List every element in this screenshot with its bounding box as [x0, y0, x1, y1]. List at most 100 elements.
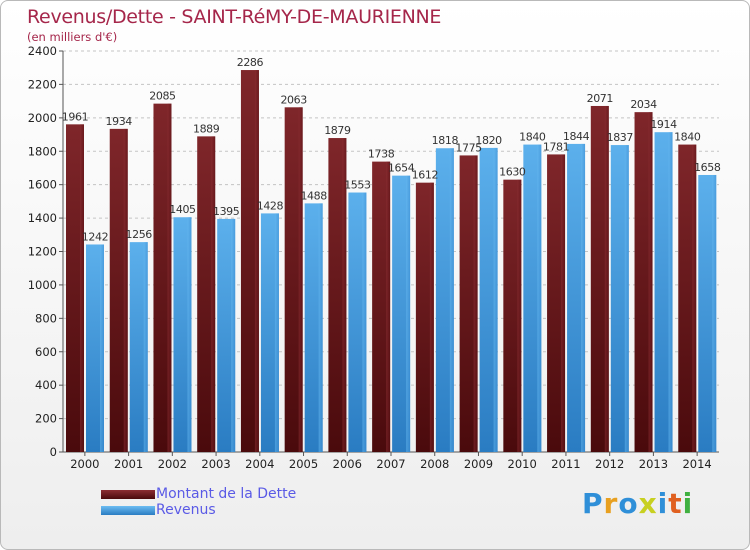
- bar-revenue: [435, 148, 454, 452]
- bar-debt: [328, 138, 347, 452]
- bar-revenue: [654, 132, 673, 452]
- bar-debt-side: [254, 70, 259, 453]
- bar-revenue-side: [493, 147, 498, 453]
- bar-debt: [240, 70, 259, 453]
- y-tick-label: 1000: [28, 278, 57, 292]
- bar-debt: [372, 161, 391, 452]
- data-label-debt: 1889: [193, 122, 220, 135]
- data-label-revenue: 1242: [82, 230, 108, 243]
- bar-revenue: [86, 244, 104, 452]
- bar-debt-side: [386, 161, 391, 452]
- y-tick-label: 600: [35, 345, 57, 359]
- y-tick-label: 400: [35, 378, 57, 392]
- bar-debt-side: [342, 138, 347, 452]
- bar-debt: [197, 136, 216, 452]
- bar-revenue-side: [274, 213, 279, 452]
- data-label-revenue: 1840: [519, 131, 546, 144]
- y-tick-label: 0: [50, 445, 57, 459]
- bar-debt: [415, 182, 434, 452]
- bar-debt-side: [473, 155, 478, 453]
- bar-debt: [109, 128, 128, 452]
- bar-revenue: [260, 213, 279, 452]
- legend-label-revenue: Revenus: [156, 502, 216, 518]
- data-label-debt: 1934: [106, 115, 133, 128]
- bar-revenue-side: [100, 244, 104, 452]
- legend-label-debt: Montant de la Dette: [156, 486, 297, 502]
- grid-lines: [63, 50, 719, 453]
- x-tick-label: 2009: [464, 457, 493, 471]
- data-label-debt: 2286: [237, 56, 264, 69]
- bar-revenue-side: [712, 174, 717, 452]
- bar-debt-side: [80, 124, 84, 453]
- x-tick-label: 2010: [508, 457, 537, 471]
- data-label-debt: 2034: [630, 98, 657, 111]
- bar-debt: [153, 103, 172, 452]
- data-label-revenue: 1844: [563, 130, 590, 143]
- data-label-revenue: 1428: [257, 199, 284, 212]
- bar-debt-side: [429, 182, 434, 452]
- data-label-revenue: 1818: [432, 134, 459, 147]
- x-tick-label: 2007: [376, 457, 405, 471]
- bar-revenue-side: [449, 148, 454, 452]
- data-label-revenue: 1837: [607, 131, 634, 144]
- data-label-revenue: 1654: [388, 162, 415, 175]
- data-label-debt: 2085: [149, 90, 176, 103]
- x-tick-label: 2003: [201, 457, 230, 471]
- bar-revenue: [348, 192, 367, 452]
- bar-revenue-side: [624, 145, 629, 452]
- y-tick-label: 200: [35, 412, 57, 426]
- y-tick-label: 2000: [28, 111, 57, 125]
- data-label-revenue: 1914: [650, 118, 677, 131]
- bar-debt: [678, 144, 697, 453]
- data-labels: 1961 1242 1934 1256 2085 1405 1889 1395 2286 1428…: [62, 56, 721, 243]
- x-tick-label: 2002: [158, 457, 187, 471]
- data-label-revenue: 1256: [126, 228, 153, 241]
- bar-revenue: [173, 217, 192, 452]
- bar-revenue: [698, 174, 717, 452]
- data-label-revenue: 1405: [169, 203, 196, 216]
- x-tick-label: 2006: [333, 457, 362, 471]
- x-tick-label: 2012: [595, 457, 624, 471]
- bar-revenue-side: [187, 217, 192, 452]
- bar-revenue: [479, 147, 498, 453]
- x-tick-label: 2004: [245, 457, 274, 471]
- bar-debt: [547, 154, 566, 453]
- bar-debt-side: [167, 103, 172, 452]
- x-tick-label: 2011: [551, 457, 580, 471]
- bar-revenue-side: [668, 132, 673, 452]
- y-tick-label: 800: [35, 311, 57, 325]
- data-label-revenue: 1395: [213, 205, 240, 218]
- data-label-revenue: 1820: [475, 134, 502, 147]
- bar-revenue-side: [143, 242, 148, 452]
- bar-revenue-side: [581, 143, 586, 453]
- data-label-debt: 1840: [674, 131, 701, 144]
- bar-debt: [590, 105, 609, 453]
- x-tick-label: 2013: [639, 457, 668, 471]
- bar-revenue: [217, 218, 236, 452]
- y-tick-label: 2200: [28, 77, 57, 91]
- data-label-debt: 1612: [412, 169, 438, 182]
- data-label-debt: 1738: [368, 148, 395, 161]
- data-label-debt: 1879: [324, 124, 351, 137]
- bar-debt-side: [298, 107, 303, 453]
- x-tick-label: 2014: [682, 457, 711, 471]
- legend-swatch-revenue: [101, 506, 155, 515]
- chart-title: Revenus/Dette - SAINT-RéMY-DE-MAURIENNE: [27, 6, 442, 28]
- bar-debt: [503, 179, 522, 452]
- bar-debt-side: [517, 179, 522, 452]
- proxiti-logo: Proxiti: [582, 487, 694, 520]
- data-label-debt: 2071: [587, 92, 613, 105]
- bar-revenue-side: [406, 175, 411, 452]
- bar-debt-side: [123, 128, 128, 452]
- bars: [66, 70, 717, 453]
- data-label-debt: 2063: [280, 93, 307, 106]
- bar-revenue: [304, 203, 323, 452]
- y-tick-label: 1800: [28, 144, 57, 158]
- legend-swatch-debt: [101, 490, 155, 499]
- x-tick-label: 2005: [289, 457, 318, 471]
- y-tick-label: 1200: [28, 245, 57, 259]
- bar-revenue-side: [362, 192, 367, 452]
- bar-revenue-side: [318, 203, 323, 452]
- bar-revenue: [129, 242, 148, 452]
